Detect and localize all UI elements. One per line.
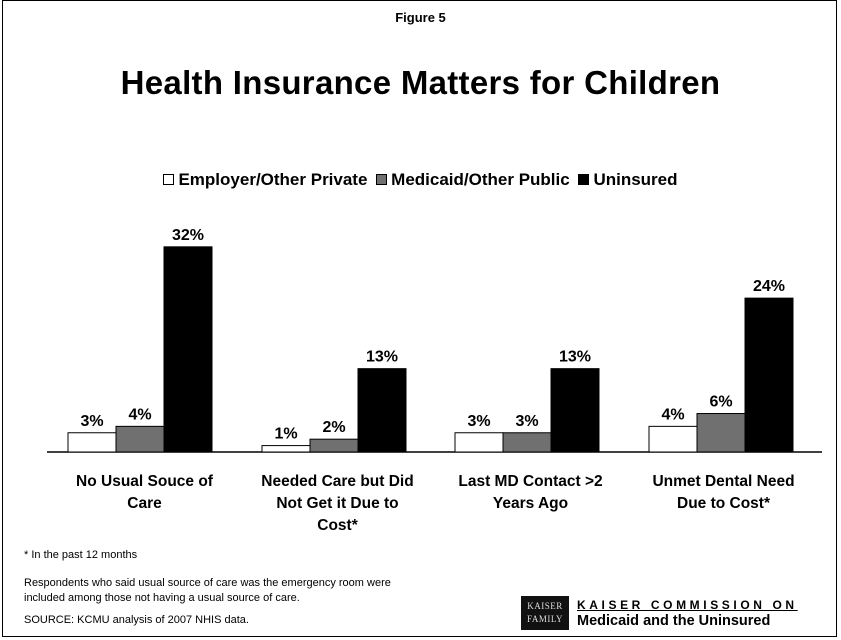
org-name-line-2: Medicaid and the Uninsured bbox=[577, 613, 771, 629]
category-label-unmet-dental: Unmet Dental Need Due to Cost* bbox=[626, 471, 821, 515]
logo-line-1: KAISER bbox=[527, 601, 563, 611]
data-label-public-3: 3% bbox=[515, 413, 538, 430]
chart-title: Health Insurance Matters for Children bbox=[120, 64, 721, 101]
footnote: * In the past 12 months bbox=[24, 549, 138, 561]
category-label-no-usual-source: No Usual Souce of Care bbox=[47, 471, 242, 515]
category-label-line: Care bbox=[127, 495, 162, 512]
legend-label-private: Employer/Other Private bbox=[178, 170, 368, 189]
legend-item-private: Employer/Other Private bbox=[163, 170, 367, 190]
data-label-public-4: 6% bbox=[709, 394, 732, 411]
category-label-line: Unmet Dental Need bbox=[652, 473, 795, 490]
data-label-public-2: 2% bbox=[322, 419, 345, 436]
logo-line-2: FAMILY bbox=[527, 614, 563, 624]
bar-private-1 bbox=[67, 432, 117, 453]
kaiser-family-logo: KAISER FAMILY bbox=[521, 596, 569, 630]
legend-swatch-uninsured bbox=[578, 174, 590, 185]
legend-label-uninsured: Uninsured bbox=[593, 170, 678, 189]
data-label-private-1: 3% bbox=[80, 413, 103, 430]
data-label-uninsured-1: 32% bbox=[172, 227, 204, 244]
legend-label-public: Medicaid/Other Public bbox=[391, 170, 570, 189]
bar-public-4 bbox=[696, 413, 746, 453]
category-label-line: Years Ago bbox=[492, 495, 569, 512]
bar-public-1 bbox=[115, 425, 165, 453]
category-label-line: Needed Care but Did bbox=[261, 473, 414, 490]
data-label-uninsured-4: 24% bbox=[753, 278, 785, 295]
figure-label: Figure 5 bbox=[395, 10, 446, 25]
data-label-private-4: 4% bbox=[661, 406, 684, 423]
category-label-line: Last MD Contact >2 bbox=[458, 473, 603, 490]
legend-swatch-private bbox=[163, 174, 175, 185]
source-note: SOURCE: KCMU analysis of 2007 NHIS data. bbox=[24, 614, 249, 626]
category-label-needed-care: Needed Care but Did Not Get it Due to Co… bbox=[240, 471, 435, 537]
bar-uninsured-2 bbox=[357, 368, 407, 453]
bar-private-2 bbox=[261, 445, 311, 453]
org-name-line-1: KAISER COMMISSION ON bbox=[577, 598, 798, 612]
category-label-line: Not Get it Due to bbox=[276, 495, 399, 512]
data-label-private-2: 1% bbox=[274, 426, 297, 443]
bar-uninsured-4 bbox=[744, 297, 794, 453]
data-label-public-1: 4% bbox=[128, 406, 151, 423]
category-label-line: Due to Cost* bbox=[677, 495, 770, 512]
category-label-last-md-contact: Last MD Contact >2 Years Ago bbox=[433, 471, 628, 515]
respondents-note-line-2: included among those not having a usual … bbox=[24, 592, 300, 604]
legend-item-public: Medicaid/Other Public bbox=[376, 170, 570, 190]
legend-swatch-public bbox=[376, 174, 388, 185]
category-label-line: Cost* bbox=[317, 517, 358, 534]
category-label-line: No Usual Souce of bbox=[76, 473, 213, 490]
bar-private-3 bbox=[454, 432, 504, 453]
bar-public-2 bbox=[309, 438, 359, 453]
respondents-note-line-1: Respondents who said usual source of car… bbox=[24, 577, 391, 589]
data-label-uninsured-3: 13% bbox=[559, 349, 591, 366]
data-label-uninsured-2: 13% bbox=[366, 349, 398, 366]
bar-private-4 bbox=[648, 425, 698, 453]
data-label-private-3: 3% bbox=[467, 413, 490, 430]
bar-uninsured-1 bbox=[163, 246, 213, 453]
legend-item-uninsured: Uninsured bbox=[578, 170, 678, 190]
legend: Employer/Other Private Medicaid/Other Pu… bbox=[0, 170, 841, 190]
bar-uninsured-3 bbox=[550, 368, 600, 453]
bar-public-3 bbox=[502, 432, 552, 453]
